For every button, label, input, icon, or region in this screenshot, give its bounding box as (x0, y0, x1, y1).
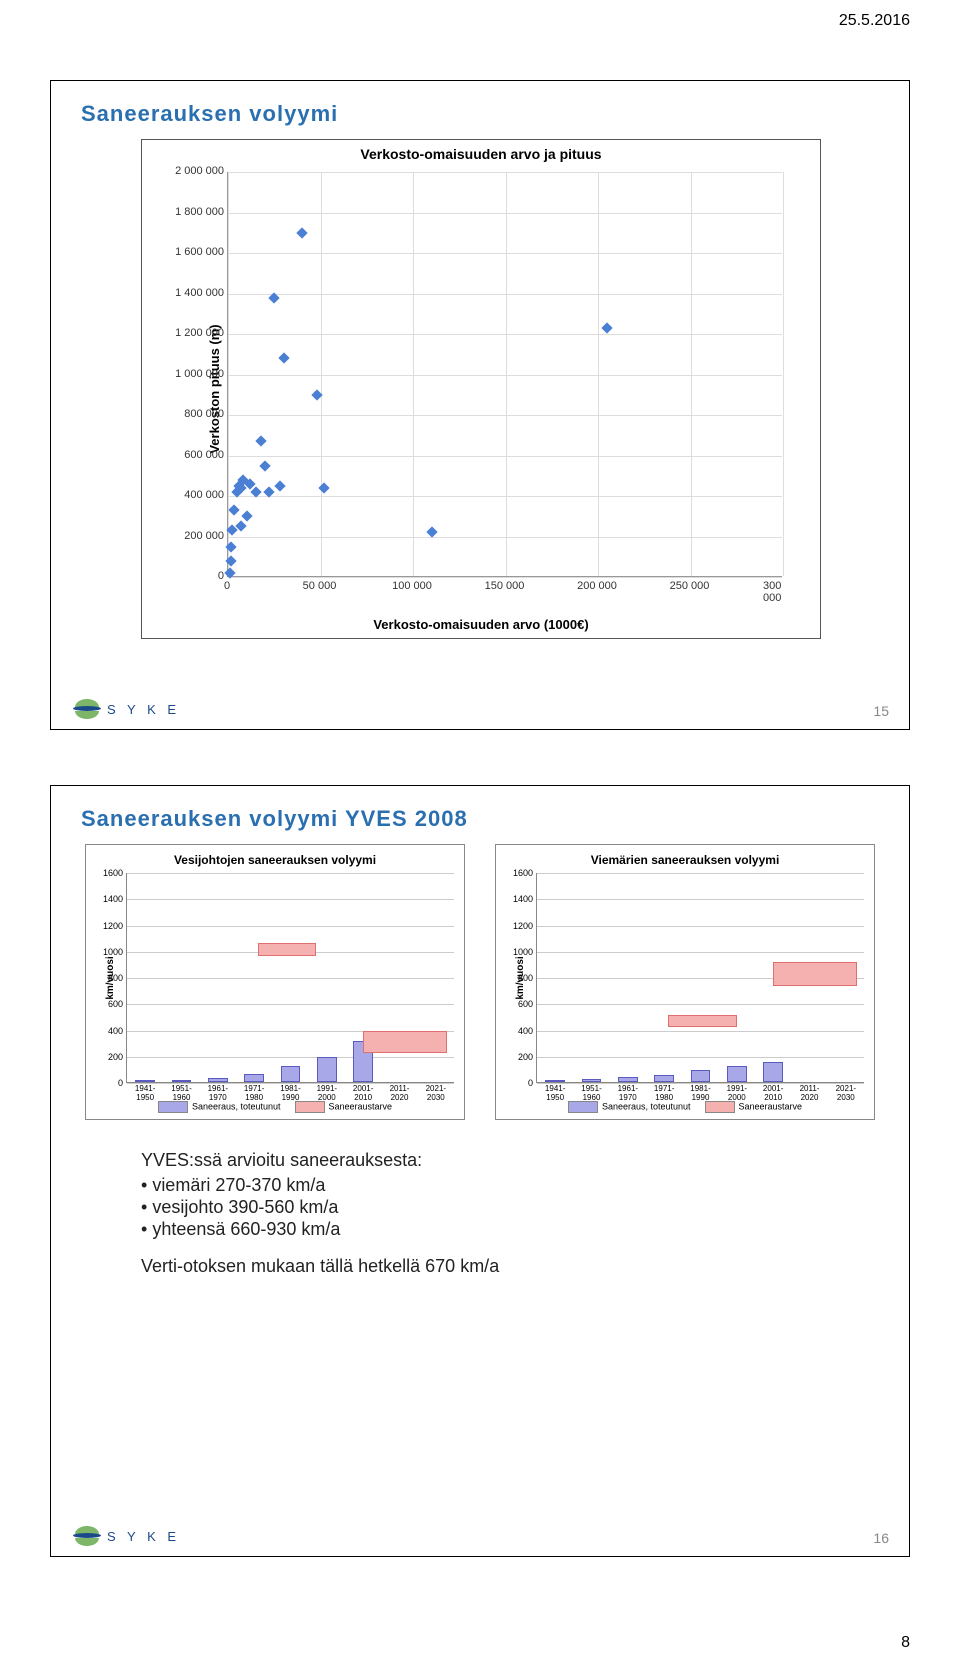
document-date: 25.5.2016 (839, 12, 910, 30)
slide2-number: 16 (873, 1530, 889, 1546)
scatter-chart: Verkosto-omaisuuden arvo ja pituus Verko… (141, 139, 821, 639)
bullets-heading: YVES:ssä arvioitu saneerauksesta: (141, 1150, 879, 1171)
bullet-item: yhteensä 660-930 km/a (141, 1219, 879, 1240)
bullets-list: viemäri 270-370 km/avesijohto 390-560 km… (141, 1175, 879, 1240)
slide2-title: Saneerauksen volyymi YVES 2008 (81, 806, 879, 832)
bullets-footer: Verti-otoksen mukaan tällä hetkellä 670 … (141, 1256, 879, 1277)
chart-right-title: Viemärien saneerauksen volyymi (502, 853, 868, 867)
logo: S Y K E (73, 1526, 180, 1546)
chart-left-title: Vesijohtojen saneerauksen volyymi (92, 853, 458, 867)
bullet-item: vesijohto 390-560 km/a (141, 1197, 879, 1218)
slide1-title: Saneerauksen volyymi (81, 101, 879, 127)
chart-right: Viemärien saneerauksen volyymi km/vuosi … (495, 844, 875, 1120)
logo-text: S Y K E (107, 1529, 180, 1544)
logo-mark (73, 1526, 101, 1546)
logo-text: S Y K E (107, 702, 180, 717)
two-charts-row: Vesijohtojen saneerauksen volyymi km/vuo… (81, 844, 879, 1120)
chart-left-legend: Saneeraus, toteutunutSaneeraustarve (92, 1101, 458, 1113)
slide1-number: 15 (873, 703, 889, 719)
bullet-item: viemäri 270-370 km/a (141, 1175, 879, 1196)
scatter-ylabel: Verkoston pituus (m) (207, 324, 222, 453)
logo: S Y K E (73, 699, 180, 719)
chart-left: Vesijohtojen saneerauksen volyymi km/vuo… (85, 844, 465, 1120)
scatter-title: Verkosto-omaisuuden arvo ja pituus (142, 140, 820, 162)
chart-right-plot: km/vuosi 0200400600800100012001400160019… (536, 873, 864, 1083)
page-number: 8 (901, 1634, 910, 1652)
bullets-block: YVES:ssä arvioitu saneerauksesta: viemär… (141, 1150, 879, 1277)
scatter-plot-area (227, 172, 782, 577)
logo-mark (73, 699, 101, 719)
scatter-xlabel: Verkosto-omaisuuden arvo (1000€) (142, 617, 820, 632)
slide-1: Saneerauksen volyymi Verkosto-omaisuuden… (50, 80, 910, 730)
chart-right-legend: Saneeraus, toteutunutSaneeraustarve (502, 1101, 868, 1113)
slide-2: Saneerauksen volyymi YVES 2008 Vesijohto… (50, 785, 910, 1557)
chart-left-plot: km/vuosi 0200400600800100012001400160019… (126, 873, 454, 1083)
